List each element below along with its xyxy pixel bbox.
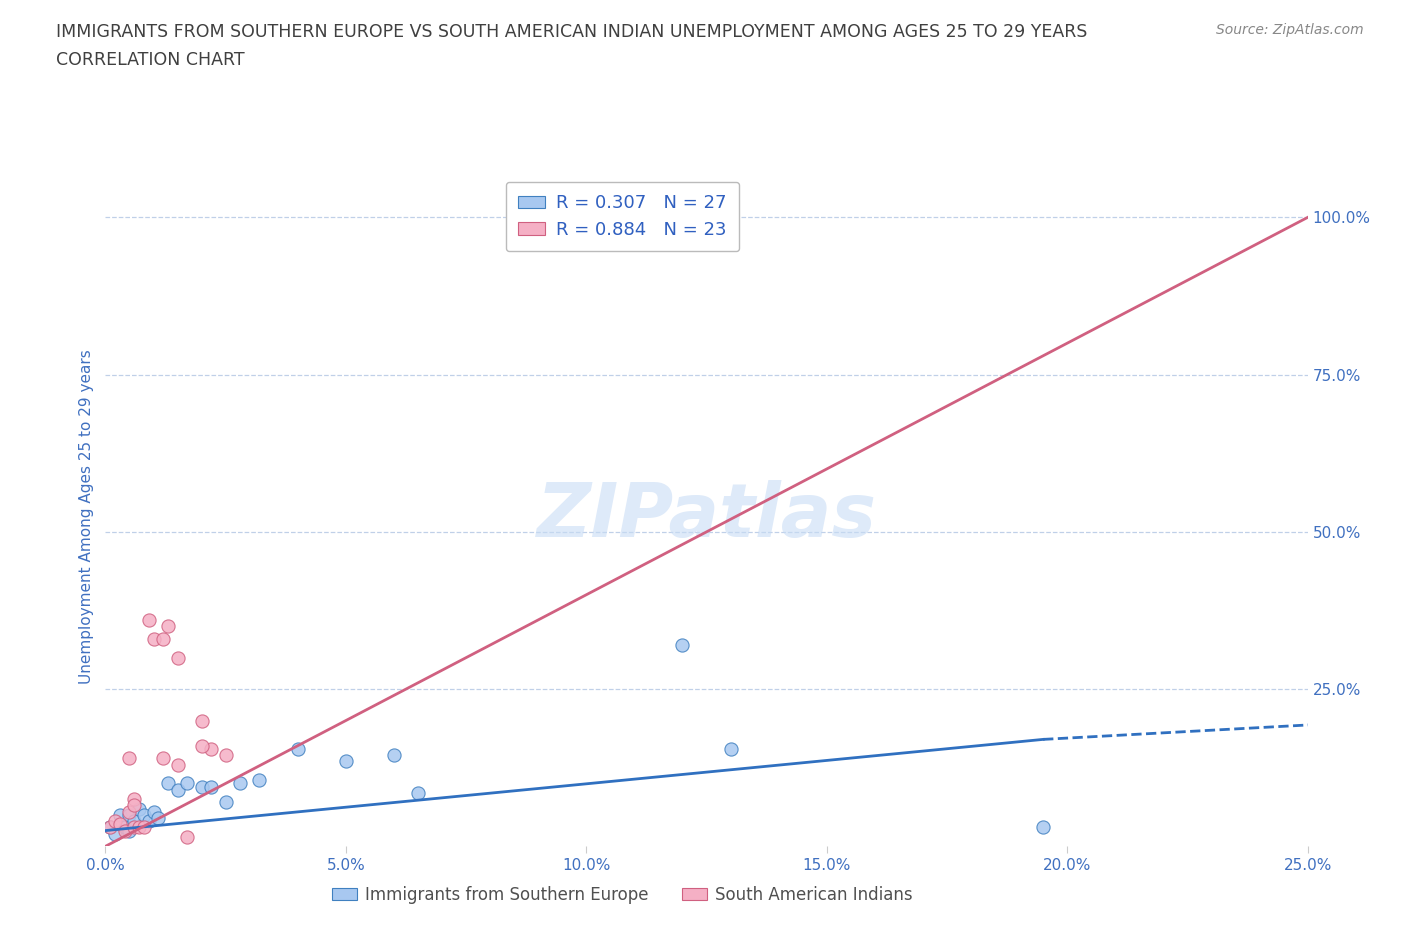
Legend: Immigrants from Southern Europe, South American Indians: Immigrants from Southern Europe, South A… [325,879,920,910]
Point [176,776,198,790]
Point [114,820,136,835]
Point [118,804,141,819]
Point [190,713,212,728]
Point [128,820,150,835]
Text: ZIPatlas: ZIPatlas [537,480,876,552]
Point [124,791,146,806]
Point [287,741,309,756]
Point [118,751,141,765]
Point [152,631,174,646]
Point [108,807,131,822]
Point [118,807,141,822]
Point [382,748,405,763]
Point [166,782,188,797]
Point [118,823,141,838]
Point [214,795,236,810]
Text: IMMIGRANTS FROM SOUTHERN EUROPE VS SOUTH AMERICAN INDIAN UNEMPLOYMENT AMONG AGES: IMMIGRANTS FROM SOUTHERN EUROPE VS SOUTH… [56,23,1088,41]
Point [124,814,146,829]
Point [190,738,212,753]
Point [142,804,165,819]
Point [156,618,179,633]
Point [104,826,127,841]
Point [148,811,170,826]
Y-axis label: Unemployment Among Ages 25 to 29 years: Unemployment Among Ages 25 to 29 years [79,349,94,684]
Point [229,776,252,790]
Point [132,807,155,822]
Point [142,631,165,646]
Point [152,751,174,765]
Point [132,820,155,835]
Text: Source: ZipAtlas.com: Source: ZipAtlas.com [1216,23,1364,37]
Point [200,779,222,794]
Point [98,820,121,835]
Point [1032,820,1054,835]
Point [98,820,121,835]
Point [138,814,160,829]
Point [138,613,160,628]
Point [200,741,222,756]
Point [124,820,146,835]
Point [190,779,212,794]
Point [156,776,179,790]
Point [128,801,150,816]
Point [406,786,429,801]
Point [247,773,270,788]
Point [176,830,198,844]
Text: CORRELATION CHART: CORRELATION CHART [56,51,245,69]
Point [166,650,188,665]
Point [124,798,146,813]
Point [720,741,742,756]
Point [335,754,357,769]
Point [214,748,236,763]
Point [104,814,127,829]
Point [108,817,131,831]
Point [671,638,693,653]
Point [114,823,136,838]
Point [166,757,188,772]
